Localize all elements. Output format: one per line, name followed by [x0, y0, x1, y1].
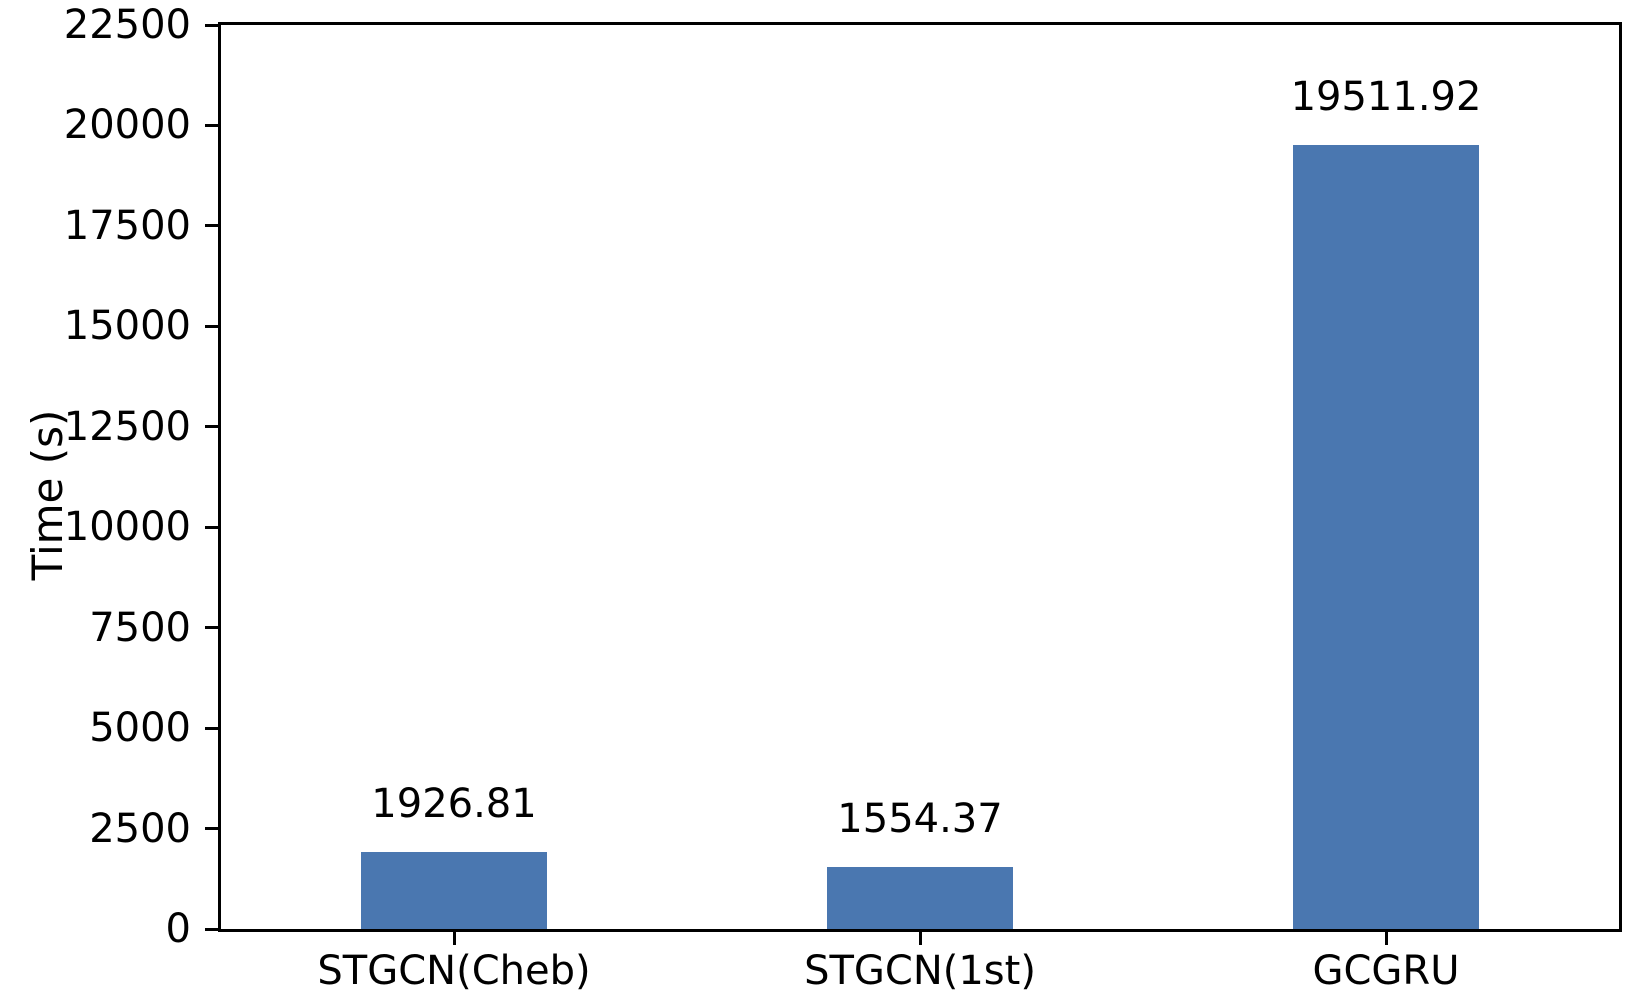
y-tick-mark [205, 726, 218, 730]
y-tick-mark [205, 123, 218, 127]
y-tick-label: 5000 [89, 705, 191, 752]
y-tick-label: 15000 [63, 303, 191, 350]
y-tick-label: 22500 [63, 2, 191, 48]
x-tick-mark [1384, 932, 1388, 945]
bar-value-label: 1554.37 [837, 795, 1003, 842]
y-tick-label: 10000 [63, 504, 191, 551]
y-tick-label: 12500 [63, 403, 191, 450]
y-axis-title: Time (s) [23, 409, 72, 581]
bar [1292, 145, 1480, 929]
y-tick-mark [205, 224, 218, 228]
x-tick-mark [452, 932, 456, 945]
y-tick-mark [205, 525, 218, 529]
plot-area: 0 2500 5000 7500 10000 12500 15000 17500 20000 22… [64, 5, 1622, 991]
y-tick-mark [205, 23, 218, 27]
y-tick-mark [205, 827, 218, 831]
x-category-label: STGCN(1st) [804, 948, 1036, 994]
y-tick-mark [205, 927, 218, 931]
y-tick-mark [205, 324, 218, 328]
bar [360, 851, 548, 929]
y-tick-label: 2500 [89, 805, 191, 852]
y-tick-mark [205, 425, 218, 429]
bar-value-label: 1926.81 [371, 780, 537, 827]
y-tick-mark [205, 626, 218, 630]
y-tick-label: 0 [165, 906, 191, 952]
y-tick-label: 17500 [63, 202, 191, 249]
y-tick-label: 7500 [89, 604, 191, 651]
bar [826, 866, 1014, 929]
y-tick-label: 20000 [63, 102, 191, 149]
x-tick-mark [918, 932, 922, 945]
bar-value-label: 19511.92 [1290, 74, 1482, 121]
x-category-label: GCGRU [1312, 948, 1460, 994]
x-category-label: STGCN(Cheb) [317, 948, 591, 994]
